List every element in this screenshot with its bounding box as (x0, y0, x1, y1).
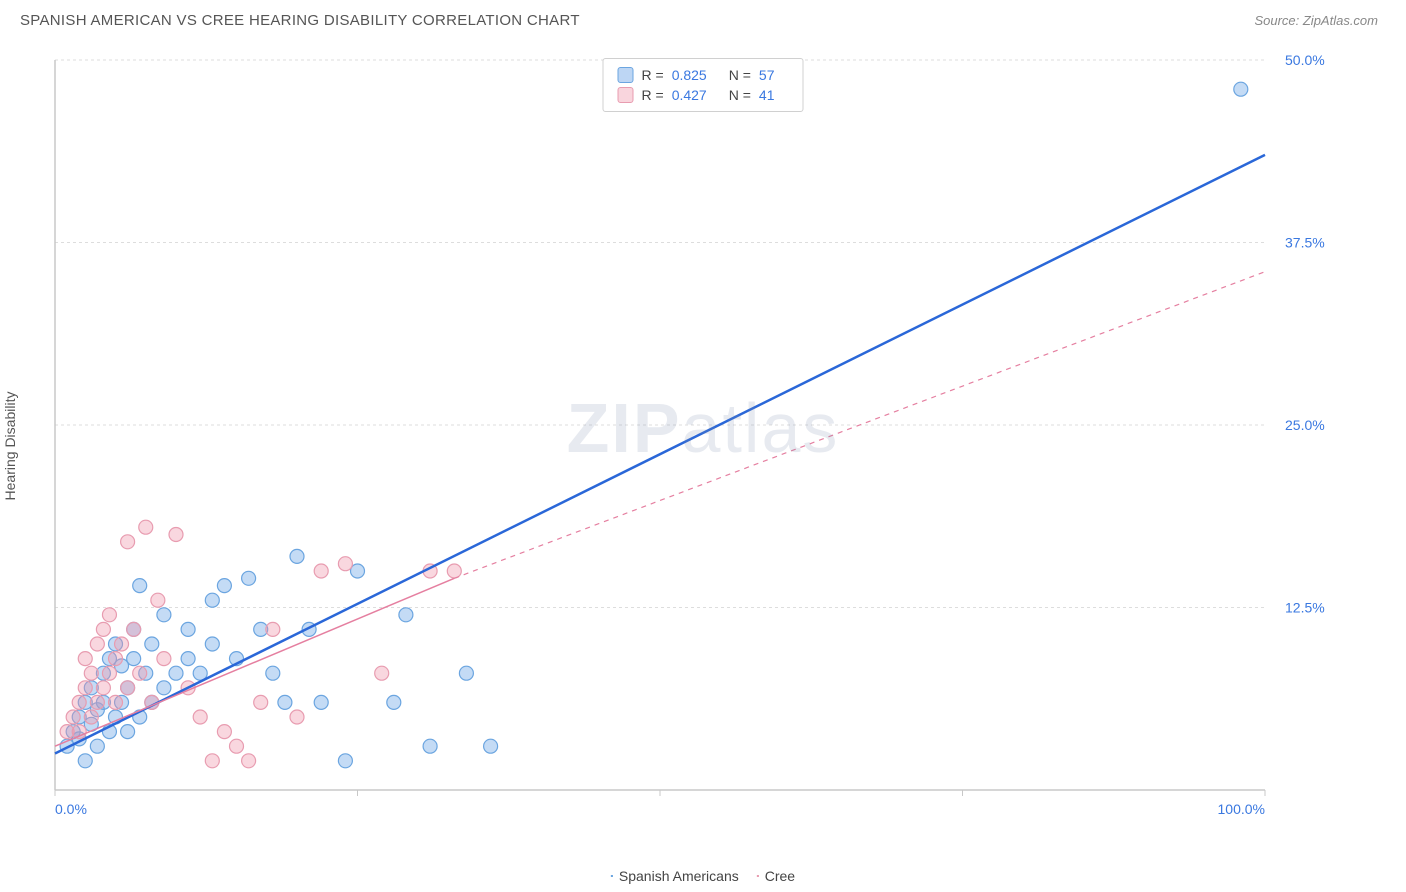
stats-row-series1: R = 0.825 N = 57 (618, 65, 789, 85)
plot-area: 12.5% 25.0% 37.5% 50.0% 0.0% 100.0% (50, 55, 1345, 830)
legend-entry-series2[interactable]: Cree (757, 868, 795, 884)
svg-text:12.5%: 12.5% (1285, 600, 1325, 616)
y-axis-label: Hearing Disability (2, 392, 18, 501)
stat-N-series1: 57 (759, 67, 775, 83)
svg-text:37.5%: 37.5% (1285, 235, 1325, 251)
stat-label-N: N = (729, 87, 751, 103)
stat-label-R: R = (642, 67, 664, 83)
stats-row-series2: R = 0.427 N = 41 (618, 85, 789, 105)
svg-text:0.0%: 0.0% (55, 801, 87, 817)
svg-text:100.0%: 100.0% (1218, 801, 1265, 817)
stat-R-series2: 0.427 (672, 87, 707, 103)
legend-label: Spanish Americans (619, 868, 739, 884)
legend-label: Cree (765, 868, 795, 884)
series-legend: Spanish Americans Cree (611, 868, 795, 884)
svg-text:50.0%: 50.0% (1285, 55, 1325, 68)
stat-R-series1: 0.825 (672, 67, 707, 83)
legend-entry-series1[interactable]: Spanish Americans (611, 868, 739, 884)
svg-text:25.0%: 25.0% (1285, 417, 1325, 433)
swatch-icon (618, 87, 634, 103)
swatch-icon (611, 875, 613, 877)
chart-title: SPANISH AMERICAN VS CREE HEARING DISABIL… (20, 12, 580, 29)
swatch-icon (618, 67, 634, 83)
stat-label-R: R = (642, 87, 664, 103)
stat-label-N: N = (729, 67, 751, 83)
swatch-icon (757, 875, 759, 877)
stats-legend: R = 0.825 N = 57 R = 0.427 N = 41 (603, 58, 804, 112)
source-attribution: Source: ZipAtlas.com (1254, 13, 1378, 28)
stat-N-series2: 41 (759, 87, 775, 103)
chart-header: SPANISH AMERICAN VS CREE HEARING DISABIL… (0, 0, 1406, 29)
scatter-chart-svg: 12.5% 25.0% 37.5% 50.0% 0.0% 100.0% (50, 55, 1345, 830)
source-prefix: Source: (1254, 13, 1302, 28)
source-link[interactable]: ZipAtlas.com (1303, 13, 1378, 28)
